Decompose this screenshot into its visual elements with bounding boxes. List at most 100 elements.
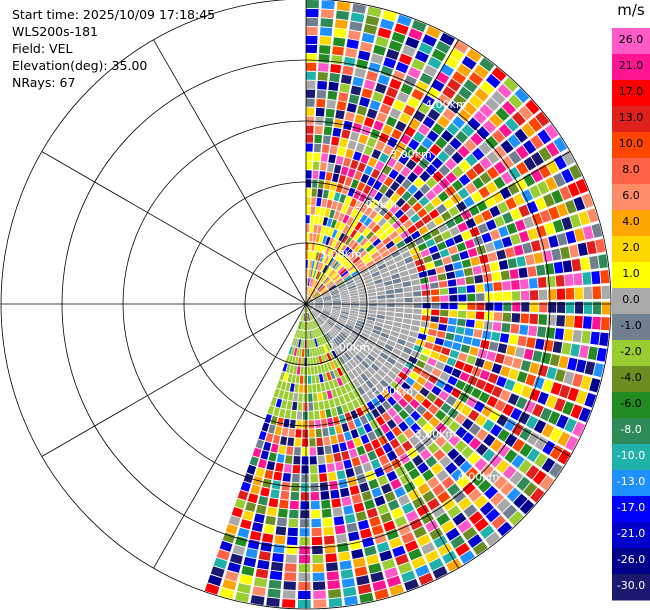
velocity-gate bbox=[368, 299, 377, 303]
velocity-gate bbox=[309, 456, 317, 465]
velocity-gate bbox=[510, 323, 520, 334]
velocity-gate bbox=[350, 310, 359, 315]
velocity-gate bbox=[328, 597, 343, 608]
velocity-gate bbox=[284, 572, 297, 581]
velocity-gate bbox=[431, 196, 442, 208]
velocity-gate bbox=[335, 155, 344, 165]
field-text: Field: VEL bbox=[12, 41, 73, 56]
velocity-gate bbox=[504, 418, 517, 432]
velocity-gate bbox=[490, 331, 501, 342]
velocity-gate bbox=[468, 72, 484, 86]
velocity-gate bbox=[565, 315, 574, 328]
velocity-gate bbox=[323, 277, 331, 285]
velocity-gate bbox=[511, 454, 525, 469]
velocity-gate bbox=[439, 455, 452, 468]
velocity-gate bbox=[320, 288, 328, 294]
velocity-gate bbox=[275, 526, 287, 536]
velocity-gate bbox=[572, 373, 584, 388]
velocity-gate bbox=[331, 136, 340, 146]
velocity-gate bbox=[522, 242, 533, 254]
velocity-gate bbox=[350, 428, 359, 439]
velocity-gate bbox=[381, 389, 391, 400]
velocity-gate bbox=[301, 348, 305, 357]
velocity-gate bbox=[503, 302, 512, 312]
velocity-gate bbox=[446, 122, 460, 136]
velocity-gate bbox=[412, 252, 422, 261]
velocity-gate bbox=[556, 203, 569, 217]
velocity-gate bbox=[336, 347, 343, 356]
velocity-gate bbox=[361, 88, 373, 99]
velocity-gate bbox=[494, 161, 507, 175]
velocity-gate bbox=[439, 32, 455, 46]
velocity-gate bbox=[541, 423, 555, 438]
colorbar-tick-label: 1.0 bbox=[622, 267, 640, 280]
velocity-gate bbox=[479, 104, 494, 118]
velocity-gate bbox=[319, 253, 325, 262]
velocity-gate bbox=[324, 226, 330, 236]
velocity-gate bbox=[455, 542, 470, 557]
velocity-gate bbox=[545, 327, 556, 339]
velocity-gate bbox=[472, 541, 488, 556]
velocity-gate bbox=[303, 312, 306, 321]
velocity-gate bbox=[548, 206, 560, 220]
velocity-gate bbox=[553, 398, 566, 412]
velocity-gate bbox=[302, 312, 305, 321]
velocity-gate bbox=[502, 212, 514, 224]
velocity-gate bbox=[323, 306, 332, 309]
velocity-gate bbox=[371, 251, 380, 260]
velocity-gate bbox=[459, 371, 470, 382]
velocity-gate bbox=[352, 378, 361, 388]
velocity-gate bbox=[321, 508, 332, 518]
velocity-gate bbox=[338, 395, 346, 405]
velocity-gate bbox=[361, 125, 372, 136]
velocity-gate bbox=[386, 419, 397, 430]
velocity-gate bbox=[322, 311, 330, 316]
velocity-gate bbox=[246, 464, 257, 475]
velocity-gate bbox=[526, 415, 539, 430]
velocity-gate bbox=[426, 177, 437, 189]
velocity-gate bbox=[375, 228, 385, 237]
velocity-gate bbox=[567, 357, 578, 371]
velocity-gate bbox=[317, 455, 326, 465]
velocity-gate bbox=[408, 548, 423, 561]
velocity-gate bbox=[398, 562, 413, 574]
velocity-gate bbox=[325, 343, 331, 352]
velocity-gate bbox=[546, 276, 556, 288]
velocity-gate bbox=[333, 164, 342, 174]
velocity-gate bbox=[319, 315, 327, 321]
velocity-gate bbox=[546, 142, 560, 157]
azimuth-spoke bbox=[305, 39, 459, 305]
velocity-gate bbox=[301, 330, 304, 339]
velocity-gate bbox=[516, 371, 528, 384]
velocity-gate bbox=[335, 323, 344, 330]
velocity-gate bbox=[308, 384, 312, 393]
velocity-gate bbox=[324, 381, 331, 391]
velocity-gate bbox=[366, 260, 375, 268]
velocity-gate bbox=[327, 580, 341, 590]
velocity-gate bbox=[340, 292, 349, 296]
velocity-gate bbox=[306, 330, 309, 339]
velocity-gate bbox=[387, 370, 397, 380]
velocity-gate bbox=[304, 312, 306, 321]
velocity-gate bbox=[388, 40, 403, 52]
velocity-gate bbox=[525, 99, 540, 115]
ring-label-layer: 1.00km1.00km2.00km2.00km3.00km3.00km4.00… bbox=[320, 98, 499, 483]
velocity-gate bbox=[405, 341, 415, 349]
velocity-gate bbox=[494, 302, 503, 311]
velocity-gate bbox=[394, 23, 409, 35]
velocity-gate bbox=[407, 224, 417, 235]
velocity-gate bbox=[416, 359, 426, 369]
velocity-gate bbox=[332, 507, 343, 517]
velocity-gate bbox=[451, 71, 467, 85]
velocity-gate bbox=[444, 185, 457, 197]
velocity-gate bbox=[314, 347, 318, 357]
start-time-text: Start time: 2025/10/09 17:18:45 bbox=[12, 7, 216, 22]
velocity-gate bbox=[306, 215, 310, 224]
velocity-gate bbox=[359, 528, 372, 539]
velocity-gate bbox=[337, 281, 345, 288]
velocity-gate bbox=[478, 186, 491, 199]
velocity-gate bbox=[331, 294, 341, 298]
velocity-gate bbox=[374, 533, 387, 545]
velocity-gate bbox=[584, 392, 597, 408]
velocity-gate bbox=[537, 326, 547, 338]
